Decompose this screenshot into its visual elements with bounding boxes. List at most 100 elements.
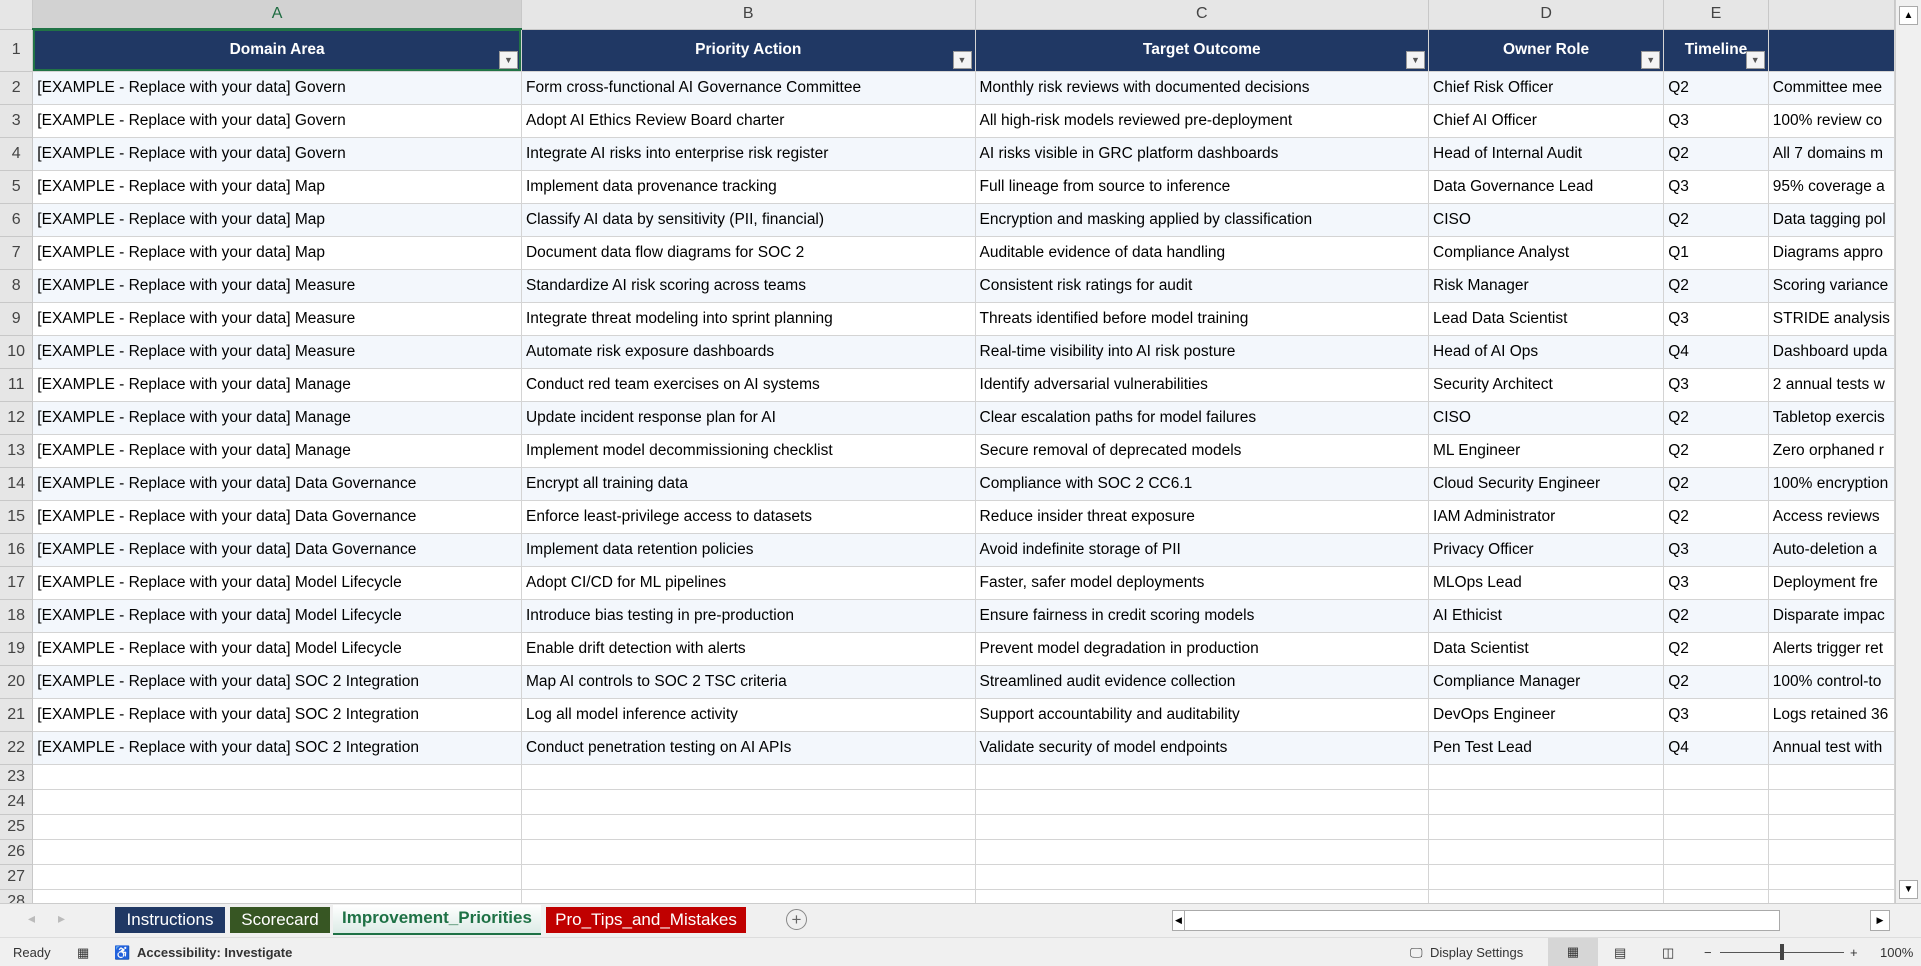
row-header[interactable]: 28	[0, 889, 34, 903]
cell[interactable]: Avoid indefinite storage of PII	[975, 533, 1430, 567]
cell[interactable]: Compliance Analyst	[1428, 236, 1665, 270]
cell[interactable]: Document data flow diagrams for SOC 2	[521, 236, 976, 270]
cell[interactable]: 2 annual tests w	[1768, 368, 1895, 402]
cell[interactable]: Q2	[1663, 467, 1769, 501]
cell[interactable]	[521, 789, 976, 815]
cell[interactable]: Cloud Security Engineer	[1428, 467, 1665, 501]
cell[interactable]: CISO	[1428, 401, 1665, 435]
cell[interactable]: [EXAMPLE - Replace with your data] Manag…	[32, 368, 522, 402]
cell[interactable]: Data Scientist	[1428, 632, 1665, 666]
header-cell[interactable]: Domain Area ▼	[32, 29, 522, 72]
sheet-tab-pro-tips-and-mistakes[interactable]: Pro_Tips_and_Mistakes	[546, 907, 746, 933]
cell[interactable]	[32, 814, 522, 840]
cell[interactable]: Form cross-functional AI Governance Comm…	[521, 71, 976, 105]
row-header[interactable]: 15	[0, 500, 34, 534]
cell[interactable]	[32, 839, 522, 865]
cell[interactable]: [EXAMPLE - Replace with your data] Map	[32, 203, 522, 237]
horizontal-scrollbar[interactable]: ◀	[1172, 910, 1780, 931]
cell[interactable]: Q4	[1663, 731, 1769, 765]
cell[interactable]: Encrypt all training data	[521, 467, 976, 501]
cell[interactable]: Q3	[1663, 698, 1769, 732]
cell[interactable]: Implement data retention policies	[521, 533, 976, 567]
cell[interactable]: [EXAMPLE - Replace with your data] SOC 2…	[32, 698, 522, 732]
cell[interactable]: DevOps Engineer	[1428, 698, 1665, 732]
header-cell[interactable]: Target Outcome ▼	[975, 29, 1430, 72]
cell[interactable]: Data Governance Lead	[1428, 170, 1665, 204]
header-cell[interactable]: Timeline ▼	[1663, 29, 1769, 72]
cell[interactable]: Q2	[1663, 434, 1769, 468]
row-header[interactable]: 1	[0, 29, 34, 72]
cell[interactable]: 100% control-to	[1768, 665, 1895, 699]
cell[interactable]	[1428, 789, 1665, 815]
sheet-tab-improvement-priorities[interactable]: Improvement_Priorities	[333, 905, 541, 935]
cell[interactable]: [EXAMPLE - Replace with your data] Gover…	[32, 137, 522, 171]
row-header[interactable]: 19	[0, 632, 34, 666]
cell[interactable]	[1663, 764, 1769, 790]
row-header[interactable]: 10	[0, 335, 34, 369]
cell[interactable]: Integrate threat modeling into sprint pl…	[521, 302, 976, 336]
cell[interactable]: Automate risk exposure dashboards	[521, 335, 976, 369]
row-header[interactable]: 12	[0, 401, 34, 435]
cell[interactable]: 95% coverage a	[1768, 170, 1895, 204]
sheet-tab-instructions[interactable]: Instructions	[115, 907, 225, 933]
row-header[interactable]: 3	[0, 104, 34, 138]
cell[interactable]: [EXAMPLE - Replace with your data] Gover…	[32, 104, 522, 138]
cell[interactable]: Update incident response plan for AI	[521, 401, 976, 435]
cell[interactable]: [EXAMPLE - Replace with your data] Data …	[32, 533, 522, 567]
column-header-f[interactable]	[1768, 0, 1895, 30]
display-settings-button[interactable]: Display Settings	[1430, 945, 1524, 960]
cell[interactable]: Adopt AI Ethics Review Board charter	[521, 104, 976, 138]
cell[interactable]: ML Engineer	[1428, 434, 1665, 468]
cell[interactable]: [EXAMPLE - Replace with your data] Measu…	[32, 269, 522, 303]
cell[interactable]: Chief AI Officer	[1428, 104, 1665, 138]
row-header[interactable]: 17	[0, 566, 34, 600]
cell[interactable]: Q4	[1663, 335, 1769, 369]
cell[interactable]: Ensure fairness in credit scoring models	[975, 599, 1430, 633]
cell[interactable]: Q2	[1663, 137, 1769, 171]
row-header[interactable]: 2	[0, 71, 34, 105]
cell[interactable]: Map AI controls to SOC 2 TSC criteria	[521, 665, 976, 699]
row-header[interactable]: 22	[0, 731, 34, 765]
cell[interactable]: Tabletop exercis	[1768, 401, 1895, 435]
column-header-d[interactable]: D	[1428, 0, 1665, 30]
cell[interactable]: Q2	[1663, 500, 1769, 534]
filter-dropdown-icon[interactable]: ▼	[952, 50, 972, 69]
cell[interactable]	[1768, 839, 1895, 865]
cell[interactable]	[975, 864, 1430, 890]
vertical-scrollbar[interactable]: ▲ ▼	[1895, 0, 1921, 903]
zoom-slider-thumb[interactable]	[1780, 944, 1784, 960]
row-header[interactable]: 16	[0, 533, 34, 567]
cell[interactable]: Q3	[1663, 533, 1769, 567]
cell[interactable]: Integrate AI risks into enterprise risk …	[521, 137, 976, 171]
cell[interactable]: Consistent risk ratings for audit	[975, 269, 1430, 303]
cell[interactable]: Auditable evidence of data handling	[975, 236, 1430, 270]
cell[interactable]: Real-time visibility into AI risk postur…	[975, 335, 1430, 369]
row-header[interactable]: 13	[0, 434, 34, 468]
cell[interactable]: Enforce least-privilege access to datase…	[521, 500, 976, 534]
cell[interactable]	[32, 764, 522, 790]
cell[interactable]: Risk Manager	[1428, 269, 1665, 303]
cell[interactable]: Conduct penetration testing on AI APIs	[521, 731, 976, 765]
cell[interactable]: Lead Data Scientist	[1428, 302, 1665, 336]
cell[interactable]: 100% encryption	[1768, 467, 1895, 501]
cell[interactable]: Q2	[1663, 269, 1769, 303]
cell[interactable]: Q2	[1663, 665, 1769, 699]
cell[interactable]	[1428, 889, 1665, 903]
cell[interactable]	[975, 764, 1430, 790]
scroll-up-icon[interactable]: ▲	[1899, 6, 1918, 25]
cell[interactable]	[32, 789, 522, 815]
cell[interactable]	[1428, 764, 1665, 790]
column-header-b[interactable]: B	[521, 0, 976, 30]
cell[interactable]: Implement data provenance tracking	[521, 170, 976, 204]
cell[interactable]: All 7 domains m	[1768, 137, 1895, 171]
cell[interactable]	[975, 839, 1430, 865]
filter-dropdown-icon[interactable]: ▼	[1745, 50, 1765, 69]
cell[interactable]	[32, 889, 522, 903]
cell[interactable]: Prevent model degradation in production	[975, 632, 1430, 666]
tab-scroll-right-icon[interactable]: ▸	[58, 910, 66, 926]
cell[interactable]: [EXAMPLE - Replace with your data] Map	[32, 170, 522, 204]
row-header[interactable]: 7	[0, 236, 34, 270]
cell[interactable]: Q2	[1663, 599, 1769, 633]
scroll-left-icon[interactable]: ◀	[1173, 911, 1185, 930]
row-header[interactable]: 25	[0, 814, 34, 840]
